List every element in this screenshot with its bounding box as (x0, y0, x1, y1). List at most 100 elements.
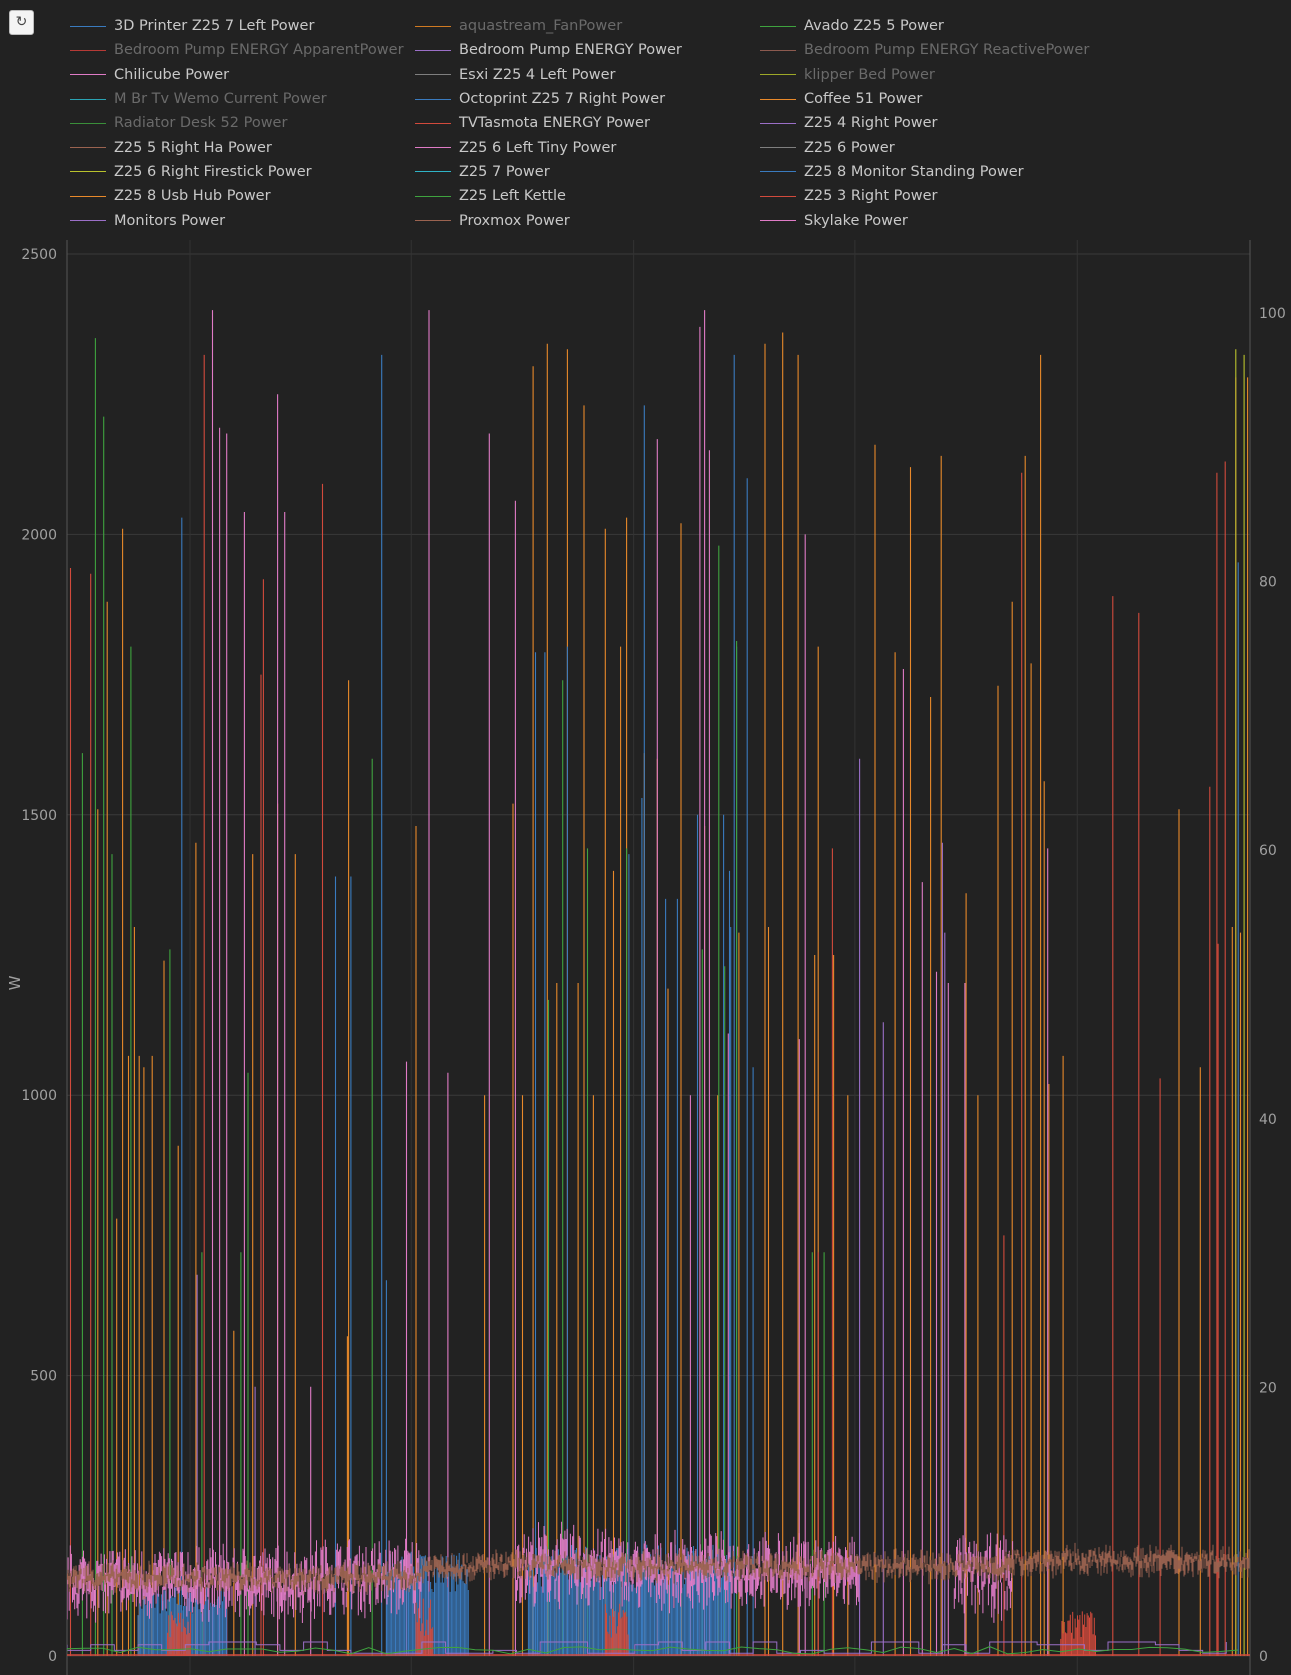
legend-label: Bedroom Pump ENERGY ReactivePower (804, 42, 1090, 59)
reset-zoom-button[interactable]: ↻ (9, 10, 34, 35)
legend-label: Z25 6 Right Firestick Power (114, 163, 312, 180)
legend-item[interactable]: Bedroom Pump ENERGY ReactivePower (760, 38, 1105, 62)
legend-label: Monitors Power (114, 212, 226, 229)
legend-swatch (70, 25, 106, 27)
legend-swatch (760, 171, 796, 173)
legend-label: Z25 6 Left Tiny Power (459, 139, 617, 156)
legend-item[interactable]: Z25 3 Right Power (760, 184, 1105, 208)
legend-item[interactable]: Bedroom Pump ENERGY Power (415, 38, 760, 62)
y2-tick-labels: 0 20 40 60 80 100 (1259, 306, 1286, 1665)
legend-label: Z25 4 Right Power (804, 115, 938, 132)
legend-item[interactable]: Esxi Z25 4 Left Power (415, 63, 760, 87)
legend-label: aquastream_FanPower (459, 18, 623, 35)
y2-tick-label: 20 (1259, 1380, 1277, 1396)
y-tick-label: 500 (30, 1369, 57, 1385)
spikes-red (69, 354, 1237, 1656)
legend-label: Z25 Left Kettle (459, 188, 566, 205)
legend-swatch (70, 195, 106, 197)
y-axis-label: W (6, 975, 24, 990)
legend-label: Chilicube Power (114, 66, 230, 83)
y2-tick-label: 80 (1259, 575, 1277, 591)
legend-item[interactable]: TVTasmota ENERGY Power (415, 111, 760, 135)
legend-label: Z25 8 Monitor Standing Power (804, 163, 1024, 180)
legend-item[interactable]: Z25 8 Monitor Standing Power (760, 160, 1105, 184)
legend-item[interactable]: Monitors Power (70, 208, 415, 232)
red-bump (1060, 1611, 1096, 1656)
legend-swatch (760, 220, 796, 222)
legend-swatch (760, 74, 796, 76)
legend-swatch (415, 49, 451, 51)
legend-label: Z25 5 Right Ha Power (114, 139, 272, 156)
legend-swatch (415, 25, 451, 27)
legend-label: Proxmox Power (459, 212, 570, 229)
spikes-green (81, 338, 825, 1656)
legend-item[interactable]: Z25 7 Power (415, 160, 760, 184)
legend-label: Z25 6 Power (804, 139, 895, 156)
spikes-orange (97, 332, 1249, 1656)
legend-item[interactable]: Z25 Left Kettle (415, 184, 760, 208)
legend-swatch (760, 25, 796, 27)
legend-item[interactable]: Bedroom Pump ENERGY ApparentPower (70, 38, 415, 62)
legend-item[interactable]: aquastream_FanPower (415, 14, 760, 38)
legend-item[interactable]: Z25 8 Usb Hub Power (70, 184, 415, 208)
legend-item[interactable]: Skylake Power (760, 208, 1105, 232)
legend-item[interactable]: Coffee 51 Power (760, 87, 1105, 111)
legend-swatch (760, 195, 796, 197)
y-tick-label: 2500 (21, 247, 57, 263)
legend-swatch (70, 171, 106, 173)
legend-item[interactable]: Radiator Desk 52 Power (70, 111, 415, 135)
legend-item[interactable]: Z25 6 Power (760, 135, 1105, 159)
legend-item[interactable]: 3D Printer Z25 7 Left Power (70, 14, 415, 38)
legend-swatch (70, 147, 106, 149)
legend-swatch (415, 147, 451, 149)
blue-band (527, 1544, 718, 1656)
legend-swatch (70, 122, 106, 124)
legend-swatch (70, 74, 106, 76)
legend-label: Radiator Desk 52 Power (114, 115, 288, 132)
legend-label: M Br Tv Wemo Current Power (114, 91, 327, 108)
legend-item[interactable]: M Br Tv Wemo Current Power (70, 87, 415, 111)
legend-label: Coffee 51 Power (804, 91, 923, 108)
legend-label: Bedroom Pump ENERGY Power (459, 42, 682, 59)
y2-tick-label: 60 (1259, 843, 1277, 859)
blue-band (717, 1554, 730, 1656)
brown-band (67, 1542, 1250, 1596)
legend-label: Bedroom Pump ENERGY ApparentPower (114, 42, 404, 59)
y-tick-label: 1500 (21, 808, 57, 824)
legend-item[interactable]: Avado Z25 5 Power (760, 14, 1105, 38)
legend-label: Z25 7 Power (459, 163, 550, 180)
spikes-blue (181, 354, 1239, 1656)
legend-label: Z25 8 Usb Hub Power (114, 188, 271, 205)
red-bump (604, 1603, 629, 1656)
legend-label: klipper Bed Power (804, 66, 935, 83)
legend-item[interactable]: Z25 4 Right Power (760, 111, 1105, 135)
legend-swatch (70, 98, 106, 100)
legend-swatch (415, 98, 451, 100)
y2-tick-label: 0 (1259, 1649, 1268, 1665)
purple-step-line (67, 1641, 1227, 1654)
chart-legend: 3D Printer Z25 7 Left Power aquastream_Fa… (70, 14, 1105, 233)
legend-label: 3D Printer Z25 7 Left Power (114, 18, 315, 35)
spikes-pink (211, 310, 1049, 1656)
legend-swatch (415, 171, 451, 173)
legend-item[interactable]: Z25 6 Right Firestick Power (70, 160, 415, 184)
legend-swatch (70, 220, 106, 222)
legend-item[interactable]: Chilicube Power (70, 63, 415, 87)
legend-swatch (70, 49, 106, 51)
legend-item[interactable]: Proxmox Power (415, 208, 760, 232)
spikes-purple (196, 758, 946, 1656)
red-bumps (167, 1598, 1096, 1656)
legend-swatch (415, 220, 451, 222)
pink-band-path (953, 1532, 1014, 1623)
green-base-line (67, 1646, 1239, 1655)
legend-item[interactable]: Octoprint Z25 7 Right Power (415, 87, 760, 111)
y-tick-labels: 0 500 1000 1500 2000 2500 (21, 247, 57, 1665)
legend-swatch (760, 147, 796, 149)
legend-item[interactable]: Z25 5 Right Ha Power (70, 135, 415, 159)
legend-swatch (415, 122, 451, 124)
legend-item[interactable]: Z25 6 Left Tiny Power (415, 135, 760, 159)
legend-item[interactable]: klipper Bed Power (760, 63, 1105, 87)
legend-label: Esxi Z25 4 Left Power (459, 66, 616, 83)
red-bump (167, 1611, 191, 1656)
